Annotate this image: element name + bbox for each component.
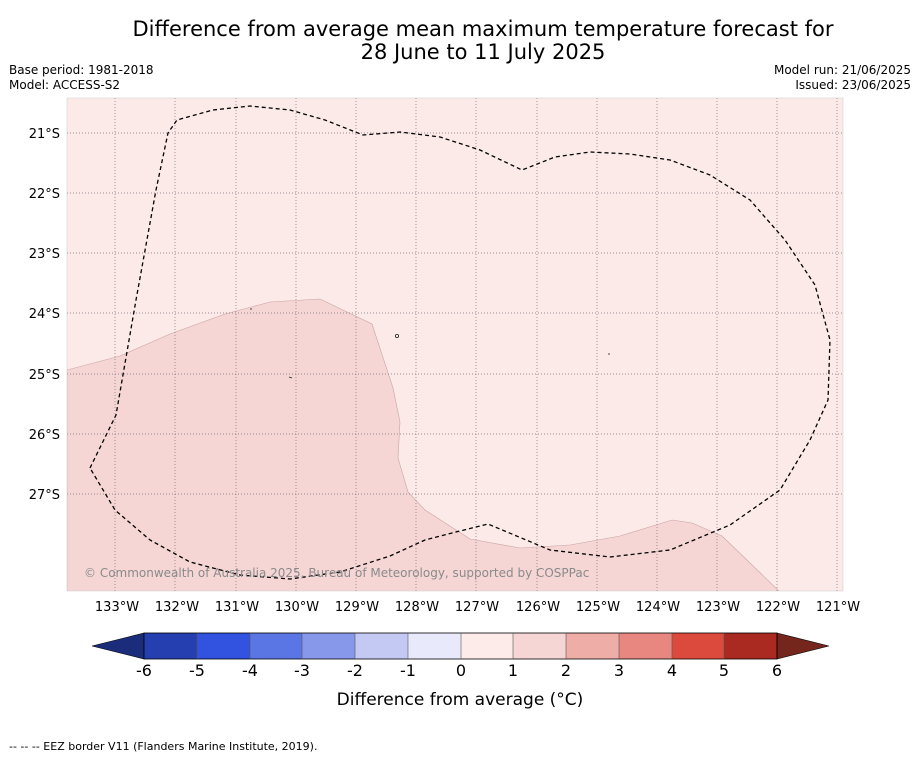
lat-label: 26°S bbox=[29, 428, 60, 443]
lat-label: 25°S bbox=[29, 368, 60, 383]
islands bbox=[250, 308, 610, 379]
colorbar-over-arrow bbox=[776, 632, 830, 660]
colorbar-label: Difference from average (°C) bbox=[337, 690, 584, 710]
lon-label: 126°W bbox=[516, 600, 560, 615]
lat-label: 21°S bbox=[29, 127, 60, 142]
eez-border bbox=[89, 105, 831, 580]
lon-label: 130°W bbox=[275, 600, 319, 615]
lon-label: 125°W bbox=[576, 600, 620, 615]
colorbar-bin bbox=[302, 633, 355, 659]
colorbar-tick: 0 bbox=[456, 661, 466, 680]
colorbar-frame bbox=[143, 632, 778, 660]
colorbar-bin bbox=[513, 633, 566, 659]
chart-title: Difference from average mean maximum tem… bbox=[0, 18, 919, 64]
colorbar-bin bbox=[724, 633, 777, 659]
grid-lines bbox=[67, 98, 843, 591]
colorbar: -6 -5 -4 -3 -2 -1 0 1 2 3 4 5 6 Differen… bbox=[91, 632, 830, 710]
lat-label: 27°S bbox=[29, 488, 60, 503]
latitude-labels: 21°S 22°S 23°S 24°S 25°S 26°S 27°S bbox=[29, 127, 60, 503]
colorbar-bin bbox=[461, 633, 513, 659]
anomaly-region-southwest bbox=[67, 298, 780, 591]
lon-label: 133°W bbox=[95, 600, 139, 615]
colorbar-tick: 4 bbox=[667, 661, 677, 680]
lon-label: 122°W bbox=[756, 600, 800, 615]
lon-label: 128°W bbox=[395, 600, 439, 615]
colorbar-tick: 6 bbox=[772, 661, 782, 680]
info-right: Model run: 21/06/2025 Issued: 23/06/2025 bbox=[774, 63, 911, 93]
lon-label: 129°W bbox=[335, 600, 379, 615]
lon-label: 127°W bbox=[455, 600, 499, 615]
copyright-text: © Commonwealth of Australia 2025, Bureau… bbox=[84, 566, 589, 580]
lat-label: 23°S bbox=[29, 247, 60, 262]
colorbar-bin bbox=[408, 633, 461, 659]
lon-label: 123°W bbox=[696, 600, 740, 615]
map-frame bbox=[66, 97, 844, 592]
colorbar-bin bbox=[144, 633, 197, 659]
info-left: Base period: 1981-2018 Model: ACCESS-S2 bbox=[9, 63, 154, 93]
colorbar-tick: 1 bbox=[508, 661, 518, 680]
colorbar-tick: 5 bbox=[719, 661, 729, 680]
colorbar-under-arrow bbox=[91, 632, 145, 660]
colorbar-tick: -5 bbox=[189, 661, 205, 680]
colorbar-tick: 3 bbox=[614, 661, 624, 680]
lon-label: 124°W bbox=[636, 600, 680, 615]
lon-label: 131°W bbox=[215, 600, 259, 615]
colorbar-tick: -4 bbox=[242, 661, 258, 680]
colorbar-bin bbox=[619, 633, 672, 659]
colorbar-bin bbox=[566, 633, 619, 659]
model-text: Model: ACCESS-S2 bbox=[9, 78, 121, 92]
lat-label: 22°S bbox=[29, 187, 60, 202]
colorbar-bin bbox=[355, 633, 408, 659]
colorbar-bin bbox=[197, 633, 250, 659]
eez-footnote: -- -- -- EEZ border V11 (Flanders Marine… bbox=[9, 740, 318, 753]
lon-label: 121°W bbox=[816, 600, 860, 615]
title-line-2: 28 June to 11 July 2025 bbox=[360, 40, 606, 64]
longitude-labels: 133°W 132°W 131°W 130°W 129°W 128°W 127°… bbox=[95, 600, 860, 615]
issued-text: Issued: 23/06/2025 bbox=[795, 78, 911, 92]
colorbar-tick: -2 bbox=[347, 661, 363, 680]
colorbar-tick: 2 bbox=[561, 661, 571, 680]
colorbar-tick: -1 bbox=[400, 661, 416, 680]
colorbar-tick: -3 bbox=[294, 661, 310, 680]
colorbar-tick: -6 bbox=[136, 661, 152, 680]
model-run-text: Model run: 21/06/2025 bbox=[773, 63, 911, 77]
title-line-1: Difference from average mean maximum tem… bbox=[132, 17, 834, 41]
lat-label: 24°S bbox=[29, 307, 60, 322]
colorbar-bin bbox=[250, 633, 302, 659]
colorbar-bin bbox=[672, 633, 724, 659]
base-period-text: Base period: 1981-2018 bbox=[9, 63, 154, 77]
lon-label: 132°W bbox=[155, 600, 199, 615]
